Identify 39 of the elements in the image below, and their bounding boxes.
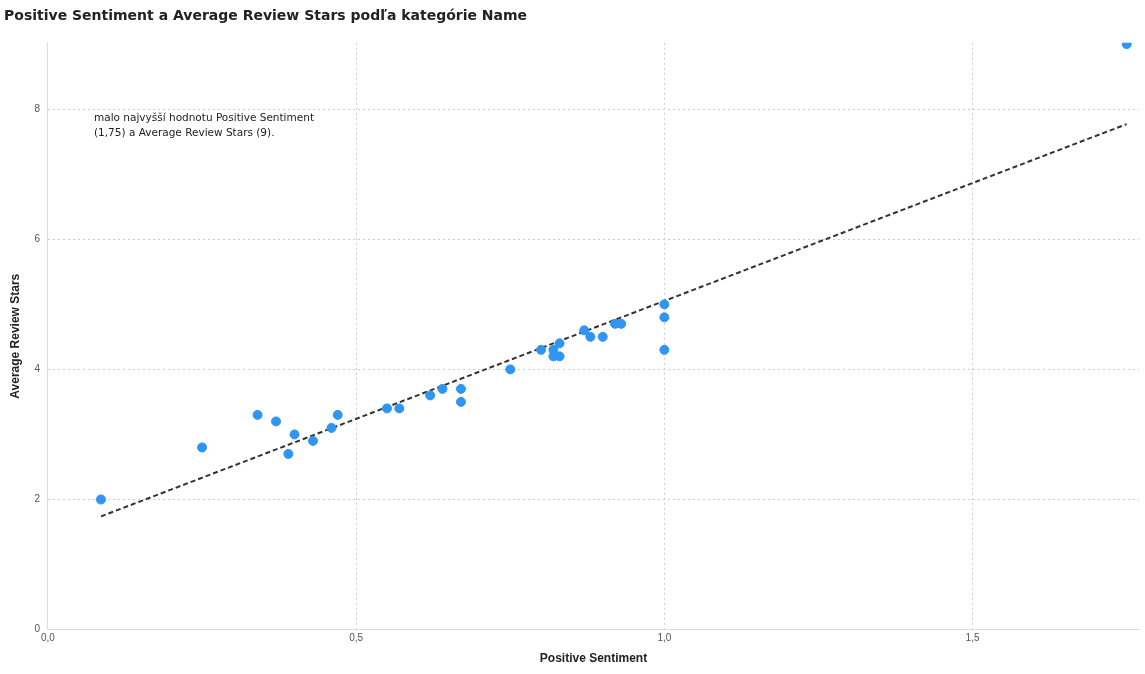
- x-axis-title: Positive Sentiment: [539, 651, 648, 666]
- point: [1121, 42, 1132, 50]
- point: [585, 331, 596, 342]
- point: [425, 390, 436, 401]
- point: [536, 344, 547, 355]
- point: [289, 429, 300, 440]
- point: [437, 383, 448, 394]
- point: [597, 331, 608, 342]
- x-tick-label: 1,5: [965, 632, 980, 644]
- y-tick-label: 0: [34, 623, 41, 635]
- point: [579, 325, 590, 336]
- point: [197, 442, 208, 453]
- point: [659, 344, 670, 355]
- point: [308, 435, 319, 446]
- point: [554, 338, 565, 349]
- point: [95, 494, 106, 505]
- point: [455, 383, 466, 394]
- point: [659, 299, 670, 310]
- chart-title: Positive Sentiment a Average Review Stars podľa kategórie Name: [4, 7, 528, 24]
- point: [505, 364, 516, 375]
- point: [271, 416, 282, 427]
- x-tick-label: 0,0: [41, 632, 56, 644]
- point: [381, 403, 392, 414]
- point: [659, 312, 670, 323]
- point: [394, 403, 405, 414]
- point: [283, 448, 294, 459]
- point: [332, 409, 343, 420]
- point: [548, 344, 559, 355]
- y-axis-title: Average Review Stars: [7, 273, 22, 399]
- annotation: malo najvyšší hodnotu Positive Sentiment (1,75) a Average Review Stars (9).: [94, 110, 334, 140]
- point: [455, 396, 466, 407]
- x-tick-label: 0,5: [349, 632, 364, 644]
- point: [252, 409, 263, 420]
- point: [326, 422, 337, 433]
- x-tick-label: 1,0: [657, 632, 672, 644]
- y-tick-label: 8: [34, 102, 41, 114]
- y-tick-label: 4: [34, 363, 41, 375]
- y-tick-label: 2: [34, 493, 41, 505]
- y-tick-label: 6: [34, 233, 41, 245]
